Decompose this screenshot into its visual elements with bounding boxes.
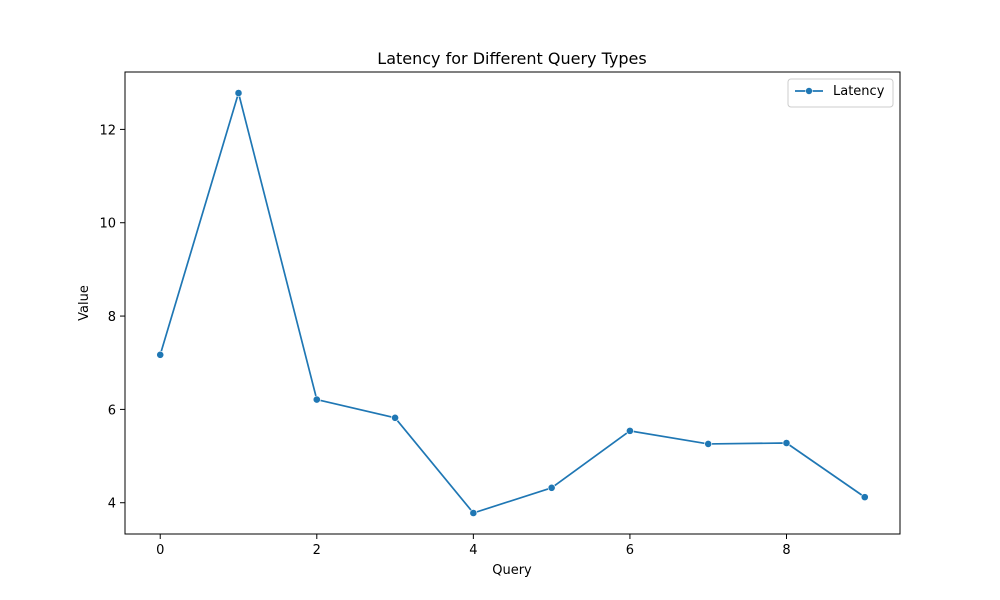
data-point [469,509,478,517]
legend: Latency [787,78,894,108]
legend-box [787,78,894,108]
x-tick-label: 8 [782,543,790,558]
data-point [234,89,243,97]
series-layer [156,89,869,517]
chart-title: Latency for Different Query Types [377,49,646,68]
data-point [547,483,556,492]
data-point [312,395,321,404]
data-point [704,440,713,448]
x-axis: 0 2 4 6 8 [156,534,791,558]
legend-marker-sample [805,87,813,95]
series-line-latency [159,92,866,514]
y-tick-label: 6 [108,403,116,418]
x-tick-label: 6 [626,543,634,558]
y-tick-label: 12 [99,123,116,138]
x-tick-label: 2 [313,543,321,558]
y-tick-label: 8 [108,310,116,325]
data-point [391,413,399,422]
y-axis-label: Value [77,285,92,321]
data-point [782,439,791,447]
x-tick-label: 4 [469,543,477,558]
data-point [626,426,634,435]
y-tick-label: 10 [99,217,116,232]
data-point [860,493,869,502]
x-axis-label: Query [492,563,532,578]
data-point [156,350,165,359]
x-tick-label: 0 [156,543,164,558]
legend-label-latency: Latency [833,84,885,99]
plot-area-frame [124,71,901,535]
y-tick-label: 4 [108,497,116,512]
y-axis: 4 6 8 10 12 [99,123,125,512]
